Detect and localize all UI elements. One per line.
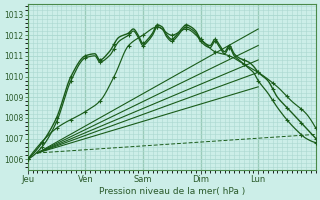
X-axis label: Pression niveau de la mer( hPa ): Pression niveau de la mer( hPa ) [99, 187, 245, 196]
